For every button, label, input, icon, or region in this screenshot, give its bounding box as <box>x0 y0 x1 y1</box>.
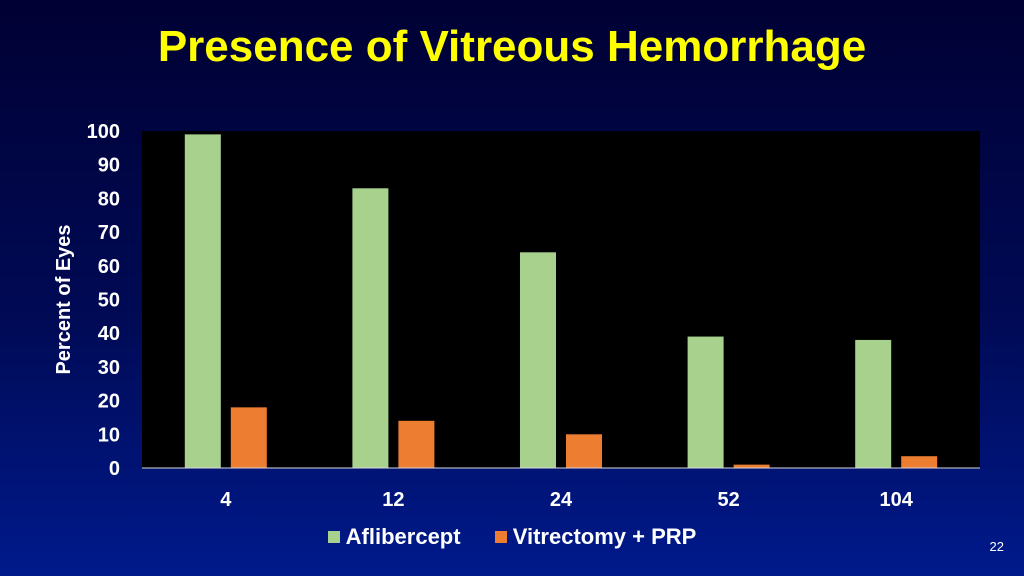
bar-aflibercept-104 <box>855 339 892 468</box>
legend-label-aflibercept: Aflibercept <box>345 524 461 549</box>
y-tick-label: 40 <box>98 323 120 345</box>
y-tick-label: 30 <box>98 357 120 379</box>
y-tick-label: 90 <box>98 155 120 177</box>
x-tick-label: 104 <box>880 489 914 511</box>
y-tick-label: 60 <box>98 256 120 278</box>
legend-swatch-vitrectomy <box>494 531 507 543</box>
bar-chart: 0 10 20 30 40 50 60 70 80 90 100 4 12 24 52 104 Percen… <box>53 121 980 511</box>
page-number: 22 <box>989 539 1004 554</box>
x-tick-label: 4 <box>220 489 232 511</box>
bar-aflibercept-4 <box>184 134 221 468</box>
x-tick-label: 12 <box>382 489 404 511</box>
legend-item-aflibercept: Aflibercept <box>327 524 461 550</box>
y-tick-label: 20 <box>98 391 120 413</box>
slide-title: Presence of Vitreous Hemorrhage <box>157 22 867 71</box>
legend-item-vitrectomy: Vitrectomy + PRP <box>494 524 697 550</box>
legend: Aflibercept Vitrectomy + PRP <box>0 524 1024 550</box>
plot-area <box>142 131 980 468</box>
y-tick-label: 70 <box>98 222 120 244</box>
bar-vitrectomy-24 <box>566 434 602 468</box>
bar-aflibercept-52 <box>687 336 724 468</box>
x-tick-label: 24 <box>550 489 573 511</box>
y-tick-label: 0 <box>109 458 120 480</box>
bar-aflibercept-24 <box>520 252 556 468</box>
bar-aflibercept-12 <box>352 188 389 469</box>
y-tick-label: 50 <box>98 290 120 312</box>
x-tick-label: 52 <box>717 489 739 511</box>
y-axis-label: Percent of Eyes <box>53 224 75 374</box>
bar-vitrectomy-52 <box>733 464 770 468</box>
legend-label-vitrectomy: Vitrectomy + PRP <box>512 524 697 549</box>
bar-vitrectomy-12 <box>398 420 435 468</box>
bar-vitrectomy-4 <box>230 407 267 468</box>
y-tick-label: 80 <box>98 188 120 210</box>
y-tick-label: 100 <box>87 121 120 143</box>
bar-vitrectomy-104 <box>901 456 938 468</box>
y-tick-label: 10 <box>98 424 120 446</box>
legend-swatch-aflibercept <box>327 531 340 543</box>
